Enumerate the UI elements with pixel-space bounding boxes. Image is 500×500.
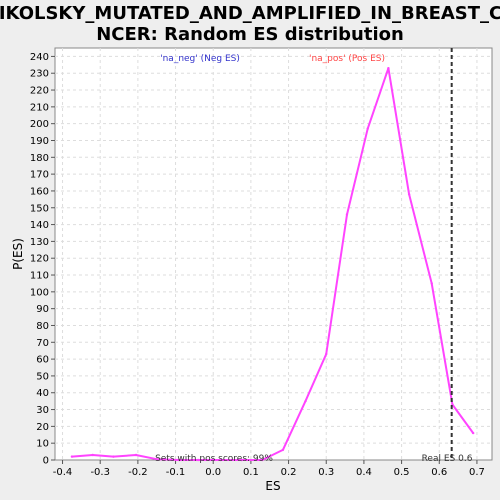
y-tick-label: 0 [43,456,49,467]
es-data-point [325,352,328,356]
y-tick-label: 50 [36,371,49,382]
y-tick-label: 210 [30,102,49,113]
es-data-point [240,458,243,462]
x-tick-label: 0.3 [318,467,334,478]
y-tick-label: 120 [30,254,49,265]
es-data-point [471,431,475,435]
y-tick-label: 130 [30,237,49,248]
es-data-point [112,455,115,458]
x-tick-label: 0.4 [356,467,372,478]
chart-title-line-1: NIKOLSKY_MUTATED_AND_AMPLIFIED_IN_BREAST… [0,3,500,24]
es-data-point [178,458,181,462]
y-tick-label: 180 [30,153,49,164]
es-data-point [219,458,222,462]
x-tick-label: -0.1 [166,467,186,478]
x-tick-label: 0.7 [469,467,485,478]
y-tick-label: 20 [36,422,49,433]
es-data-point [70,455,74,458]
y-tick-label: 220 [30,86,49,97]
es-data-point [407,193,411,196]
series-layer [70,66,475,462]
x-tick-label: -0.2 [128,467,148,478]
es-data-point [304,399,307,403]
neg-es-label: 'na_neg' (Neg ES) [160,54,240,64]
es-data-point [366,127,369,130]
es-data-point [387,66,390,70]
y-axis-label: P(ES) [11,238,25,270]
y-tick-label: 70 [36,338,49,349]
y-tick-label: 190 [30,136,49,147]
x-tick-label: 0.6 [431,467,447,478]
y-tick-label: 150 [30,203,49,214]
chart-title-line-2: NCER: Random ES distribution [96,24,404,45]
x-tick-label: -0.4 [53,467,73,478]
sets-pos-scores-label: Sets with pos scores: 99% [155,454,273,464]
real-es-label: Real ES 0.6 [422,454,473,464]
y-tick-label: 10 [36,439,49,450]
x-tick-label: -0.3 [90,467,110,478]
es-data-point [155,457,158,461]
grid-layer [55,48,492,460]
es-data-point [430,282,433,285]
y-tick-label: 200 [30,119,49,130]
y-tick-label: 100 [30,287,49,298]
x-tick-label: 0.2 [281,467,297,478]
y-tick-label: 160 [30,186,49,197]
y-tick-label: 170 [30,170,49,181]
y-tick-label: 40 [36,388,49,399]
es-data-point [281,448,285,452]
pos-es-label: 'na_pos' (Pos ES) [309,54,385,64]
y-tick-label: 110 [30,271,49,282]
x-tick-label: 0.5 [394,467,410,478]
plot-area [54,47,493,461]
x-tick-label: 0.1 [243,467,259,478]
y-tick-label: 60 [36,355,49,366]
y-tick-label: 140 [30,220,49,231]
es-data-point [134,453,138,457]
es-data-point [345,213,349,216]
y-tick-label: 90 [36,304,49,315]
y-tick-label: 30 [36,405,49,416]
es-data-point [196,458,200,462]
x-axis-label: ES [265,479,280,493]
y-tick-label: 80 [36,321,49,332]
y-tick-label: 230 [30,69,49,80]
es-data-point [91,453,94,457]
y-tick-label: 240 [30,52,49,63]
x-tick-label: 0.0 [205,467,221,478]
es-distribution-line [71,67,475,461]
es-data-point [260,458,264,462]
axis-layer: 0 10 20 30 40 50 60 70 80 90 100 110 120 130 140 150 160… [30,52,485,478]
